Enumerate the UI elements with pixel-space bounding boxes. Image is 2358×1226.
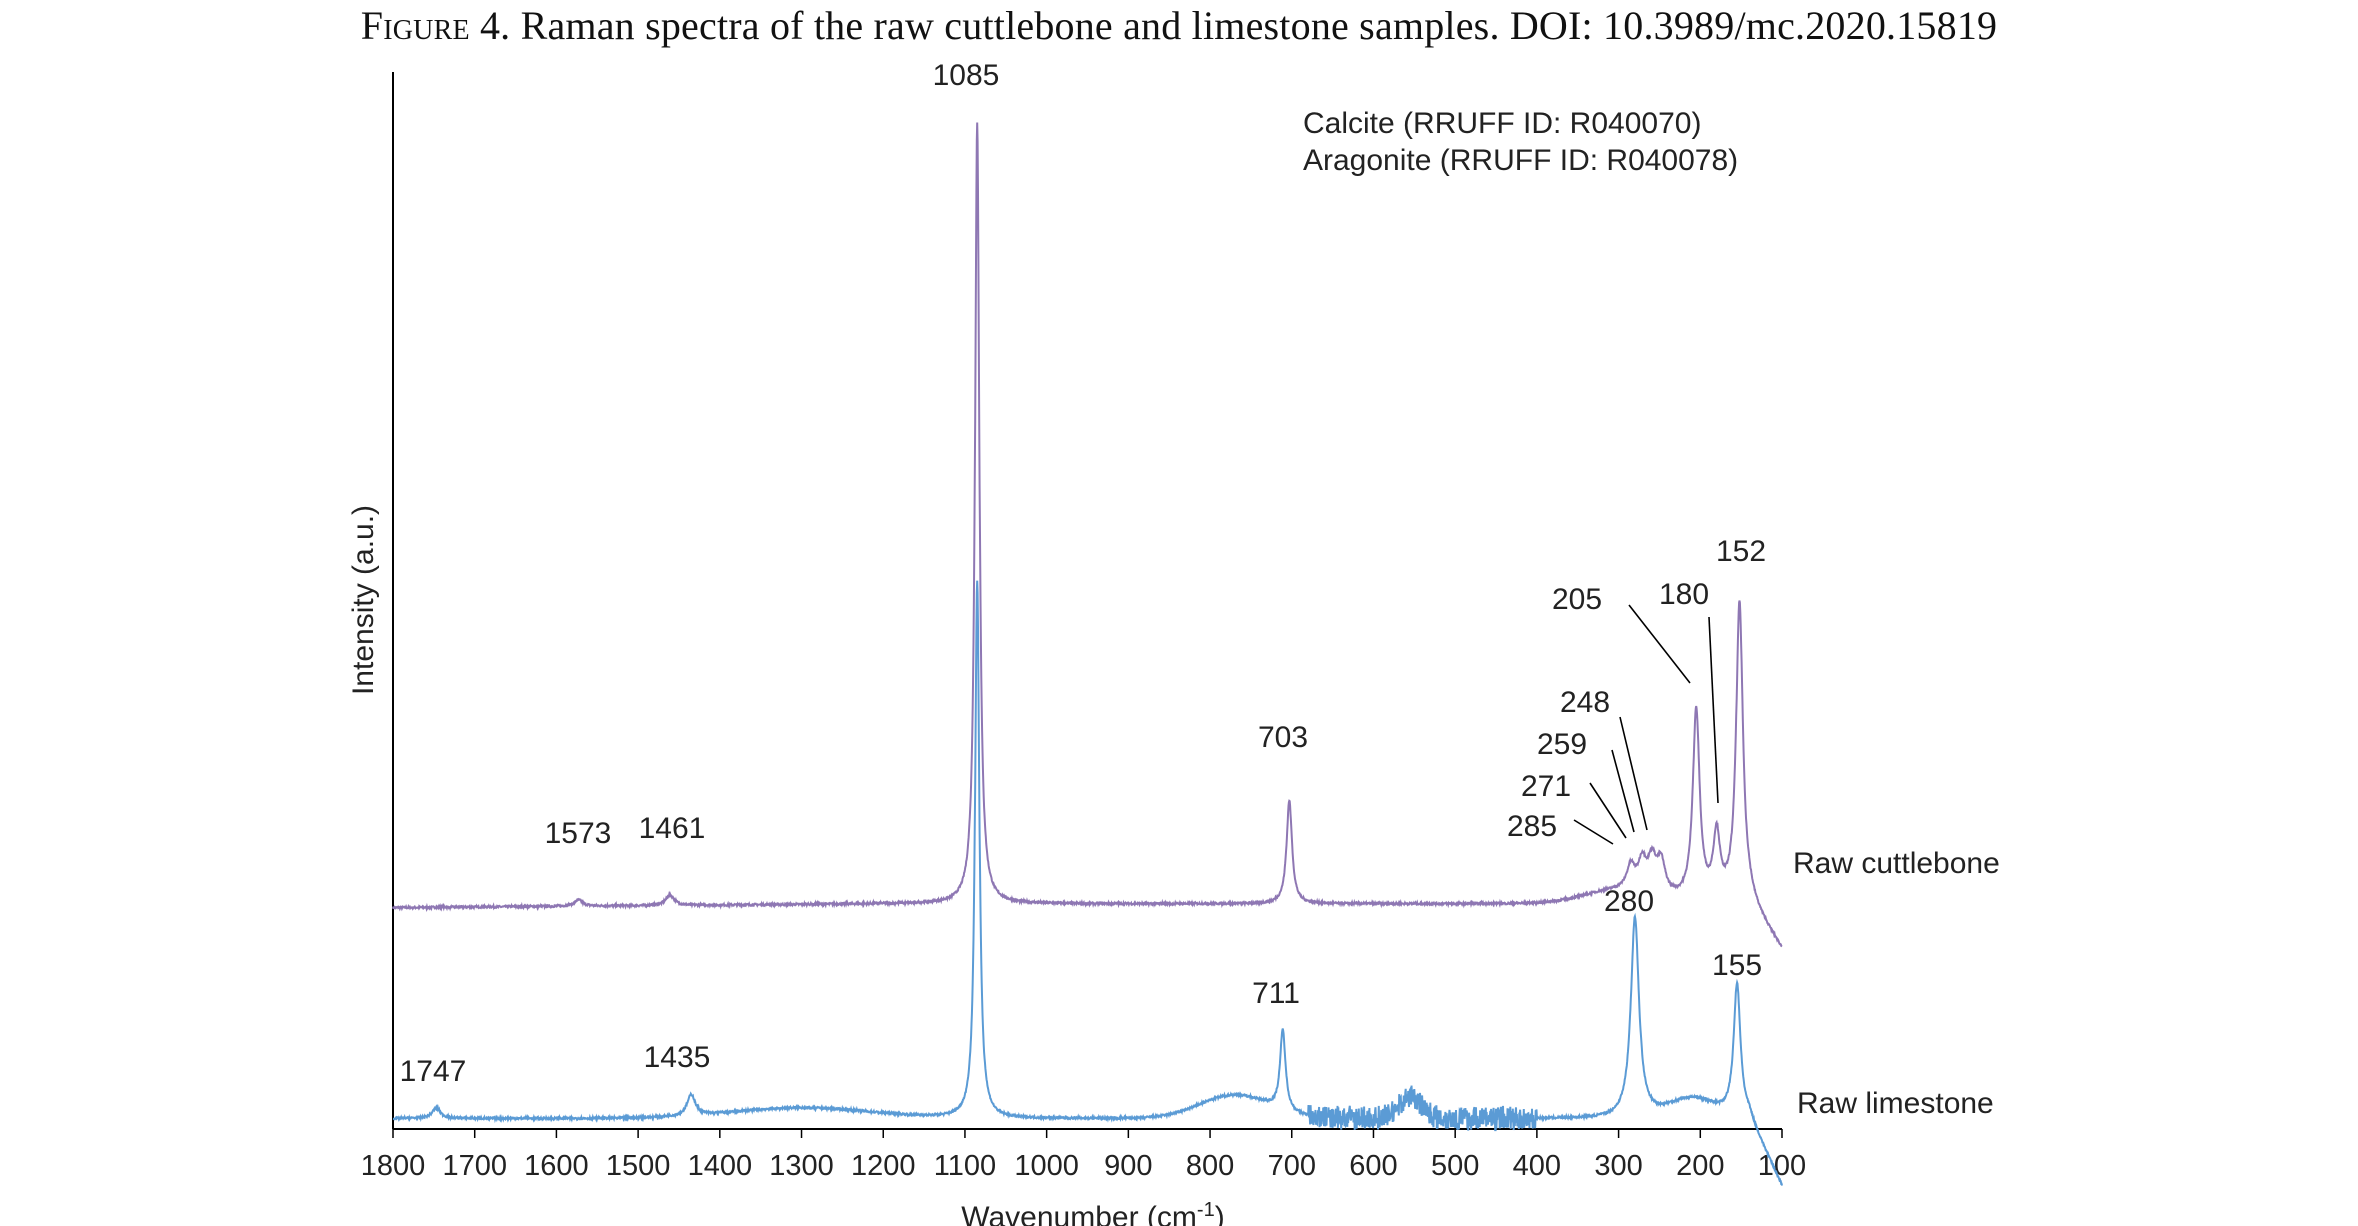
peak-label-271: 271 <box>1521 770 1571 803</box>
x-tick-label: 1700 <box>442 1150 507 1182</box>
x-axis-unit: (cm-1) <box>1147 1199 1225 1226</box>
peak-label-180: 180 <box>1659 578 1709 611</box>
x-tick-label: 500 <box>1431 1150 1479 1182</box>
x-tick-label: 1300 <box>769 1150 834 1182</box>
figure-caption: Figure 4. Raman spectra of the raw cuttl… <box>0 2 2358 49</box>
series-line-raw-cuttlebone <box>392 122 1783 948</box>
x-tick-label: 1600 <box>524 1150 589 1182</box>
caption-text: Raman spectra of the raw cuttlebone and … <box>520 3 1998 48</box>
peak-label-152: 152 <box>1716 535 1766 568</box>
peak-leader-271 <box>1589 782 1627 839</box>
x-tick-label: 1400 <box>688 1150 753 1182</box>
peak-label-711: 711 <box>1252 977 1300 1010</box>
x-tick-label: 900 <box>1104 1150 1152 1182</box>
peak-label-285: 285 <box>1507 810 1557 843</box>
series-lines <box>392 122 1783 1186</box>
legend-raw-limestone: Raw limestone <box>1797 1087 1994 1120</box>
peak-label-1747: 1747 <box>400 1055 467 1088</box>
figure-number: 4. <box>479 3 511 48</box>
x-ticks: 1800 1700 1600 1500 1400 1300 1200 1100 1000 900 8… <box>361 1129 1806 1182</box>
x-tick-label: 700 <box>1268 1150 1316 1182</box>
x-tick-label: 400 <box>1513 1150 1561 1182</box>
peak-label-280: 280 <box>1604 885 1654 918</box>
x-tick-label: 300 <box>1594 1150 1642 1182</box>
x-tick-label: 800 <box>1186 1150 1234 1182</box>
x-tick-label: 1200 <box>851 1150 916 1182</box>
peak-label-155: 155 <box>1712 949 1762 982</box>
peak-leader-180 <box>1708 616 1719 804</box>
legend-raw-cuttlebone: Raw cuttlebone <box>1793 847 2000 880</box>
peak-label-1085: 1085 <box>933 59 1000 92</box>
reference-aragonite: Aragonite (RRUFF ID: R040078) <box>1303 144 1738 177</box>
figure-label: Figure <box>360 3 470 48</box>
y-axis-label: Intensity (a.u.) <box>347 505 380 695</box>
peak-leader-285 <box>1573 819 1614 845</box>
x-tick-label: 600 <box>1349 1150 1397 1182</box>
x-tick-label: 1500 <box>606 1150 671 1182</box>
peak-label-1435: 1435 <box>644 1041 711 1074</box>
x-tick-label: 100 <box>1758 1150 1806 1182</box>
x-tick-label: 1100 <box>934 1150 996 1182</box>
peak-label-205: 205 <box>1552 583 1602 616</box>
peak-leader-205 <box>1628 604 1691 684</box>
peak-label-1461: 1461 <box>639 812 706 845</box>
peak-label-259: 259 <box>1537 728 1587 761</box>
x-tick-label: 200 <box>1676 1150 1724 1182</box>
peak-leader-248 <box>1619 716 1648 831</box>
reference-calcite: Calcite (RRUFF ID: R040070) <box>1303 107 1701 140</box>
x-tick-label: 1000 <box>1014 1150 1079 1182</box>
peak-label-1573: 1573 <box>545 817 612 850</box>
peak-leader-lines <box>1573 604 1719 845</box>
x-tick-label: 1800 <box>361 1150 426 1182</box>
peak-label-703: 703 <box>1258 721 1308 754</box>
x-axis-title: Wavenumber <box>961 1201 1138 1226</box>
peak-label-248: 248 <box>1560 686 1610 719</box>
series-line-raw-limestone <box>392 580 1783 1186</box>
x-axis-label: Wavenumber (cm-1) <box>961 1199 1224 1226</box>
peak-leader-259 <box>1611 749 1635 833</box>
